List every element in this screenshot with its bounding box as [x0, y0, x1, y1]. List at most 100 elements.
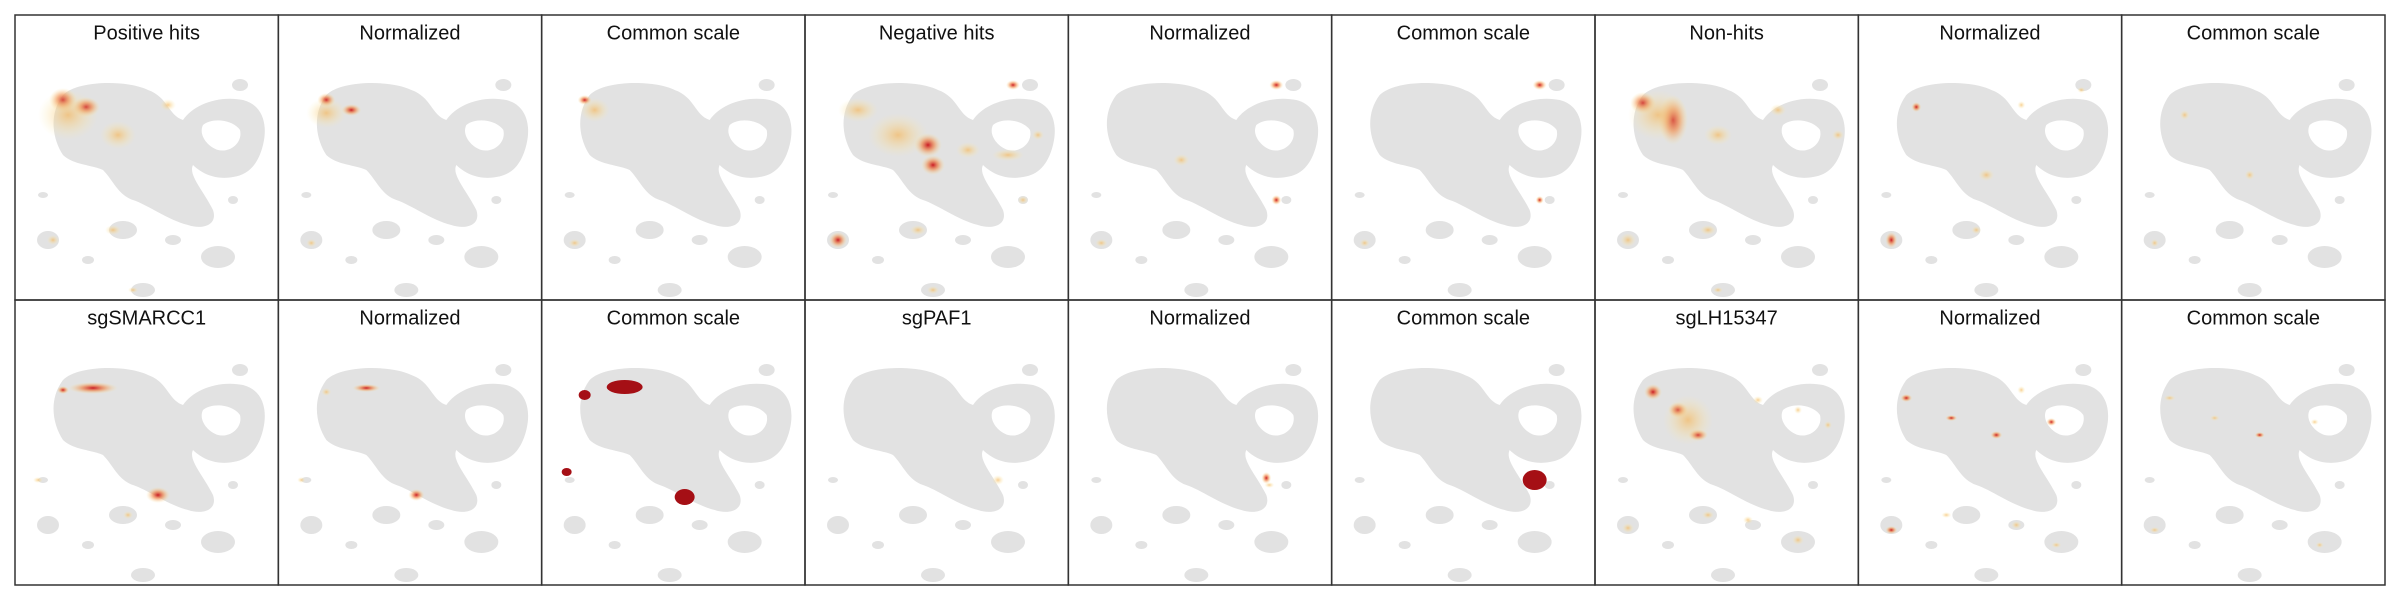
- panel: Common scale: [2120, 299, 2386, 586]
- panel: sgSMARCC1: [14, 299, 280, 586]
- umap-embedding: [2143, 364, 2372, 582]
- density-hotspot: [1911, 102, 1922, 112]
- density-hotspot: [921, 155, 945, 175]
- density-hotspot: [606, 380, 643, 394]
- density-hotspot: [1770, 104, 1786, 116]
- density-hotspot: [1522, 470, 1547, 490]
- density-hotspot: [352, 384, 381, 392]
- density-hotspot: [2163, 395, 2176, 401]
- density-hotspot: [2254, 432, 2265, 438]
- density-hotspot: [1173, 154, 1190, 166]
- panel: Non-hits: [1594, 14, 1860, 301]
- density-hotspot: [992, 475, 1004, 485]
- panel: Normalized: [277, 299, 543, 586]
- density-hotspot: [2149, 527, 2160, 533]
- density-hotspot: [2046, 418, 2057, 426]
- density-hotspot: [1792, 535, 1804, 545]
- density-hotspot: [1359, 239, 1370, 247]
- panel: Common scale: [540, 299, 806, 586]
- density-hotspot: [578, 390, 591, 400]
- panel: Positive hits: [14, 14, 280, 301]
- density-hotspot: [297, 477, 306, 483]
- panel-title: Common scale: [1397, 22, 1530, 44]
- panel-title: sgPAF1: [902, 307, 972, 329]
- panel: Common scale: [1330, 14, 1596, 301]
- panel: Common scale: [2120, 14, 2386, 301]
- density-hotspot: [1702, 511, 1714, 519]
- density-hotspot: [956, 142, 980, 158]
- density-hotspot: [1264, 482, 1275, 488]
- umap-embedding: [1090, 364, 1319, 582]
- density-hotspot: [910, 225, 926, 235]
- panel-title: Negative hits: [879, 22, 995, 44]
- density-hotspot: [1978, 169, 1995, 181]
- density-hotspot: [146, 487, 170, 503]
- panel-title: Common scale: [2187, 307, 2320, 329]
- density-hotspot: [992, 149, 1024, 161]
- density-hotspot: [321, 388, 332, 396]
- density-hotspot: [1832, 130, 1844, 140]
- panel-title: Normalized: [1149, 307, 1250, 329]
- panel-title: Common scale: [1397, 307, 1530, 329]
- density-hotspot: [2017, 386, 2026, 394]
- density-hotspot: [1644, 384, 1662, 400]
- density-hotspot: [1794, 406, 1802, 414]
- density-hotspot: [1945, 415, 1958, 421]
- density-hotspot: [306, 239, 317, 247]
- density-hotspot: [47, 235, 59, 245]
- density-hotspot: [2051, 542, 2062, 548]
- density-hotspot: [1271, 195, 1282, 205]
- density-hotspot: [1941, 512, 1952, 518]
- panel-title: Positive hits: [93, 22, 200, 44]
- panel: sgLH15347: [1594, 299, 1860, 586]
- density-hotspot: [1535, 196, 1544, 204]
- panel-title: Common scale: [607, 22, 740, 44]
- density-hotspot: [38, 90, 98, 140]
- density-hotspot: [68, 382, 118, 394]
- density-hotspot: [1704, 125, 1732, 145]
- density-hotspot: [561, 468, 572, 476]
- density-hotspot: [568, 239, 581, 247]
- panel-border: [2120, 299, 2386, 586]
- density-hotspot: [2179, 110, 2190, 120]
- density-hotspot: [868, 113, 928, 157]
- panel: Normalized: [277, 14, 543, 301]
- density-hotspot: [1971, 226, 1982, 234]
- density-hotspot: [57, 386, 69, 394]
- panel-title: Normalized: [359, 307, 460, 329]
- density-hotspot: [2244, 170, 2255, 180]
- density-hotspot: [927, 286, 939, 294]
- density-hotspot: [1663, 395, 1713, 445]
- density-hotspot: [1532, 80, 1547, 90]
- density-hotspot: [33, 477, 43, 483]
- density-hotspot: [1713, 287, 1723, 293]
- umap-embedding: [1353, 79, 1582, 297]
- density-hotspot: [160, 99, 176, 111]
- density-hotspot: [2315, 542, 2324, 548]
- density-hotspot: [579, 98, 610, 122]
- panel: Common scale: [540, 14, 806, 301]
- density-hotspot: [1900, 394, 1913, 402]
- panel-title: Common scale: [607, 307, 740, 329]
- density-hotspot: [1990, 431, 2003, 439]
- density-hotspot: [838, 98, 878, 122]
- density-hotspot: [408, 489, 425, 501]
- umap-embedding: [300, 364, 529, 582]
- density-hotspot: [914, 133, 942, 157]
- density-hotspot: [1261, 472, 1272, 484]
- density-hotspot: [1620, 233, 1636, 247]
- panel: Negative hits: [804, 14, 1070, 301]
- density-hotspot: [1006, 80, 1020, 90]
- panel-title: Normalized: [1149, 22, 1250, 44]
- panel-title: Non-hits: [1689, 22, 1763, 44]
- umap-embedding: [1880, 79, 2109, 297]
- density-hotspot: [1885, 526, 1898, 534]
- density-hotspot: [1628, 90, 1688, 140]
- panel: sgPAF1: [804, 299, 1070, 586]
- umap-embedding: [1353, 364, 1582, 582]
- density-hotspot: [128, 287, 138, 293]
- density-hotspot: [123, 511, 133, 519]
- umap-embedding: [1880, 364, 2109, 582]
- umap-embedding: [563, 364, 792, 582]
- umap-embedding: [827, 364, 1055, 582]
